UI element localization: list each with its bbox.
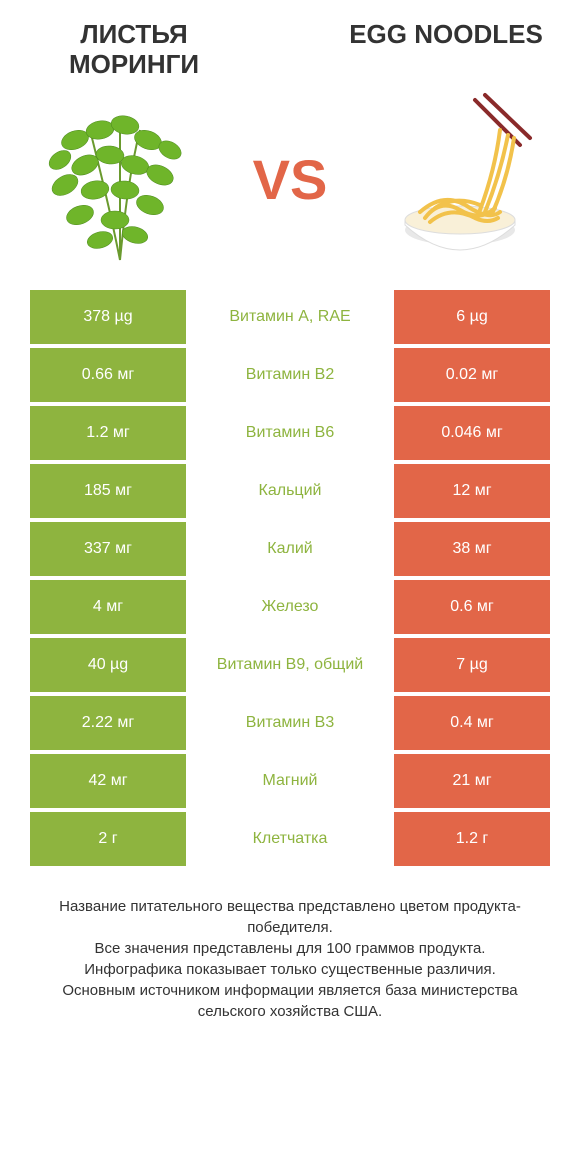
right-value-cell: 0.6 мг [394, 580, 550, 634]
left-value-cell: 185 мг [30, 464, 186, 518]
right-product-image [370, 90, 550, 270]
table-row: 0.66 мгВитамин B20.02 мг [30, 348, 550, 402]
table-row: 2 гКлетчатка1.2 г [30, 812, 550, 866]
left-value-cell: 42 мг [30, 754, 186, 808]
infographic-container: ЛИСТЬЯ МОРИНГИ EGG NOODLES [0, 0, 580, 1042]
footer-line-4: Основным источником информации является … [40, 980, 540, 1022]
nutrient-name-cell: Витамин B2 [186, 348, 394, 402]
right-value-cell: 6 µg [394, 290, 550, 344]
footer-line-2: Все значения представлены для 100 граммо… [40, 938, 540, 959]
left-value-cell: 4 мг [30, 580, 186, 634]
egg-noodles-icon [380, 90, 540, 270]
moringa-leaves-icon [30, 90, 210, 270]
left-value-cell: 40 µg [30, 638, 186, 692]
table-row: 2.22 мгВитамин B30.4 мг [30, 696, 550, 750]
nutrient-name-cell: Витамин B6 [186, 406, 394, 460]
left-value-cell: 378 µg [30, 290, 186, 344]
right-value-cell: 12 мг [394, 464, 550, 518]
right-value-cell: 0.02 мг [394, 348, 550, 402]
nutrient-name-cell: Клетчатка [186, 812, 394, 866]
table-row: 42 мгМагний21 мг [30, 754, 550, 808]
left-value-cell: 337 мг [30, 522, 186, 576]
table-row: 337 мгКалий38 мг [30, 522, 550, 576]
left-value-cell: 1.2 мг [30, 406, 186, 460]
right-value-cell: 0.4 мг [394, 696, 550, 750]
footer-line-3: Инфографика показывает только существенн… [40, 959, 540, 980]
left-value-cell: 2.22 мг [30, 696, 186, 750]
left-value-cell: 2 г [30, 812, 186, 866]
right-value-cell: 38 мг [394, 522, 550, 576]
header: ЛИСТЬЯ МОРИНГИ EGG NOODLES [30, 20, 550, 80]
footer-notes: Название питательного вещества представл… [30, 896, 550, 1022]
table-row: 378 µgВитамин A, RAE6 µg [30, 290, 550, 344]
table-row: 4 мгЖелезо0.6 мг [30, 580, 550, 634]
nutrient-name-cell: Магний [186, 754, 394, 808]
images-row: VS [30, 90, 550, 270]
right-value-cell: 7 µg [394, 638, 550, 692]
table-row: 185 мгКальций12 мг [30, 464, 550, 518]
nutrient-name-cell: Витамин A, RAE [186, 290, 394, 344]
nutrient-name-cell: Железо [186, 580, 394, 634]
nutrient-name-cell: Кальций [186, 464, 394, 518]
footer-line-1: Название питательного вещества представл… [40, 896, 540, 938]
left-value-cell: 0.66 мг [30, 348, 186, 402]
left-product-title: ЛИСТЬЯ МОРИНГИ [30, 20, 238, 80]
right-value-cell: 1.2 г [394, 812, 550, 866]
right-product-title: EGG NOODLES [342, 20, 550, 50]
nutrient-name-cell: Витамин B3 [186, 696, 394, 750]
right-value-cell: 0.046 мг [394, 406, 550, 460]
table-row: 1.2 мгВитамин B60.046 мг [30, 406, 550, 460]
vs-label: VS [253, 147, 328, 212]
right-value-cell: 21 мг [394, 754, 550, 808]
left-product-image [30, 90, 210, 270]
nutrient-name-cell: Витамин B9, общий [186, 638, 394, 692]
nutrient-table: 378 µgВитамин A, RAE6 µg0.66 мгВитамин B… [30, 290, 550, 866]
nutrient-name-cell: Калий [186, 522, 394, 576]
table-row: 40 µgВитамин B9, общий7 µg [30, 638, 550, 692]
